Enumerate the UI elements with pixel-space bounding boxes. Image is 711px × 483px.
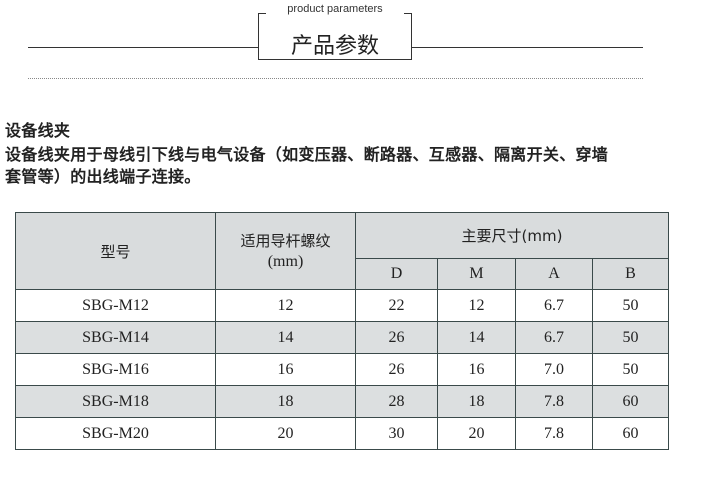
box-top-left <box>258 13 266 14</box>
title-box <box>258 13 412 60</box>
description-line-2: 套管等）的出线端子连接。 <box>5 167 201 186</box>
table-cell: 50 <box>592 353 669 386</box>
table-cell: 12 <box>437 289 516 322</box>
table-cell: 18 <box>437 385 516 418</box>
table-row: SBG-M14 14 26 14 6.7 50 <box>15 321 669 354</box>
table-row: SBG-M12 12 22 12 6.7 50 <box>15 289 669 322</box>
table-cell: 18 <box>215 385 356 418</box>
table-row: SBG-M16 16 26 16 7.0 50 <box>15 353 669 386</box>
section-heading: 设备线夹 <box>5 121 71 140</box>
dotted-divider <box>28 78 643 79</box>
table-cell: 16 <box>215 353 356 386</box>
table-row: SBG-M20 20 30 20 7.8 60 <box>15 417 669 450</box>
table-cell: 16 <box>437 353 516 386</box>
table-cell: 60 <box>592 385 669 418</box>
table-cell: 7.8 <box>515 417 593 450</box>
table-cell: 60 <box>592 417 669 450</box>
table-cell: 20 <box>437 417 516 450</box>
header-a: A <box>515 258 593 290</box>
header-line-left <box>28 47 258 48</box>
description-line-1: 设备线夹用于母线引下线与电气设备（如变压器、断路器、互感器、隔离开关、穿墙 <box>5 145 609 164</box>
table-row: SBG-M18 18 28 18 7.8 60 <box>15 385 669 418</box>
table-cell: 20 <box>215 417 356 450</box>
header-model: 型号 <box>15 212 216 290</box>
header-dimensions: 主要尺寸(mm) <box>355 212 669 259</box>
parameter-table: 型号 适用导杆螺纹 (mm) 主要尺寸(mm) D M A B SBG-M12 12… <box>15 212 669 450</box>
table-cell: 50 <box>592 321 669 354</box>
header-line-right <box>412 47 643 48</box>
header-thread-label: 适用导杆螺纹 <box>240 231 331 250</box>
table-cell: SBG-M16 <box>15 353 216 386</box>
table-cell: 7.8 <box>515 385 593 418</box>
box-top-right <box>404 13 412 14</box>
header-b: B <box>592 258 669 290</box>
table-cell: 28 <box>355 385 438 418</box>
header-d: D <box>355 258 438 290</box>
table-cell: 50 <box>592 289 669 322</box>
table-cell: 7.0 <box>515 353 593 386</box>
table-cell: 14 <box>437 321 516 354</box>
table-cell: 26 <box>355 353 438 386</box>
table-cell: 26 <box>355 321 438 354</box>
table-cell: SBG-M14 <box>15 321 216 354</box>
table-cell: 30 <box>355 417 438 450</box>
table-cell: SBG-M18 <box>15 385 216 418</box>
table-cell: 6.7 <box>515 321 593 354</box>
table-cell: 14 <box>215 321 356 354</box>
page-title: 产品参数 <box>290 34 379 59</box>
table-cell: 6.7 <box>515 289 593 322</box>
header-thread: 适用导杆螺纹 (mm) <box>215 212 356 290</box>
header-m: M <box>437 258 516 290</box>
header-subtitle: product parameters <box>287 3 383 15</box>
table-cell: 12 <box>215 289 356 322</box>
table-cell: 22 <box>355 289 438 322</box>
table-cell: SBG-M12 <box>15 289 216 322</box>
header-thread-unit: (mm) <box>267 252 304 270</box>
table-cell: SBG-M20 <box>15 417 216 450</box>
